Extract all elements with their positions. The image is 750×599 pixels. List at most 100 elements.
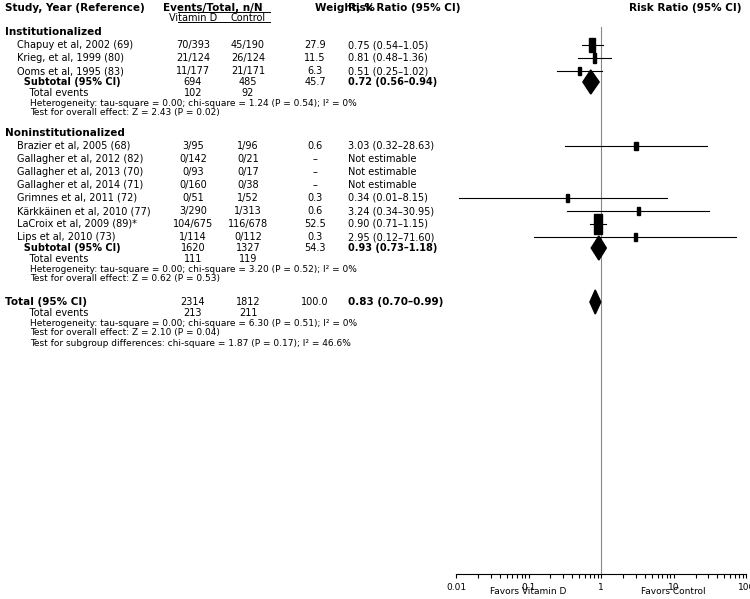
Text: 1/52: 1/52 [237,193,259,203]
Text: Vitamin D: Vitamin D [169,13,217,23]
Text: Events/Total, n/N: Events/Total, n/N [164,3,262,13]
Text: Gallagher et al, 2012 (82): Gallagher et al, 2012 (82) [17,154,143,164]
Bar [566,193,568,202]
Text: LaCroix et al, 2009 (89)*: LaCroix et al, 2009 (89)* [17,219,136,229]
Text: Gallagher et al, 2014 (71): Gallagher et al, 2014 (71) [17,180,143,190]
Text: Total (95% CI): Total (95% CI) [5,297,87,307]
Text: Subtotal (95% CI): Subtotal (95% CI) [17,243,121,253]
Text: Favors Vitamin D: Favors Vitamin D [490,588,567,597]
Text: 21/124: 21/124 [176,53,210,63]
Bar [634,232,637,241]
Text: Not estimable: Not estimable [348,154,416,164]
Text: –: – [313,167,317,177]
Text: 1812: 1812 [236,297,260,307]
Text: 0/17: 0/17 [237,167,259,177]
Text: 45.7: 45.7 [304,77,326,87]
Text: 3/95: 3/95 [182,141,204,151]
Text: Grimnes et al, 2011 (72): Grimnes et al, 2011 (72) [17,193,137,203]
Bar [634,141,638,150]
Text: Kärkkäinen et al, 2010 (77): Kärkkäinen et al, 2010 (77) [17,206,151,216]
Text: 1/313: 1/313 [234,206,262,216]
Text: Lips et al, 2010 (73): Lips et al, 2010 (73) [17,232,116,242]
Text: 11/177: 11/177 [176,66,210,76]
Text: 11.5: 11.5 [304,53,326,63]
Text: Chapuy et al, 2002 (69): Chapuy et al, 2002 (69) [17,40,134,50]
Text: –: – [313,154,317,164]
Text: 3.03 (0.32–28.63): 3.03 (0.32–28.63) [348,141,434,151]
Text: 485: 485 [238,77,257,87]
Text: 0.34 (0.01–8.15): 0.34 (0.01–8.15) [348,193,427,203]
Text: 2314: 2314 [181,297,206,307]
Text: 1/114: 1/114 [179,232,207,242]
Text: 70/393: 70/393 [176,40,210,50]
Text: 0.3: 0.3 [308,232,322,242]
Text: 0/38: 0/38 [237,180,259,190]
Text: Gallagher et al, 2013 (70): Gallagher et al, 2013 (70) [17,167,143,177]
Text: 211: 211 [238,308,257,318]
Text: Control: Control [230,13,266,23]
Text: 0.72 (0.56–0.94): 0.72 (0.56–0.94) [348,77,437,87]
Text: 0.51 (0.25–1.02): 0.51 (0.25–1.02) [348,66,428,76]
Text: 111: 111 [184,254,203,264]
Text: 213: 213 [184,308,203,318]
Text: 0/93: 0/93 [182,167,204,177]
Text: 100.0: 100.0 [302,297,328,307]
Text: Noninstitutionalized: Noninstitutionalized [5,128,124,138]
Text: Risk Ratio (95% CI): Risk Ratio (95% CI) [628,3,741,13]
Polygon shape [591,236,606,260]
Text: 0.81 (0.48–1.36): 0.81 (0.48–1.36) [348,53,427,63]
Text: 104/675: 104/675 [172,219,213,229]
Text: 116/678: 116/678 [228,219,268,229]
Text: 694: 694 [184,77,203,87]
Text: Not estimable: Not estimable [348,180,416,190]
Text: Weight, %: Weight, % [315,3,375,13]
Text: Test for overall effect: Z = 2.10 (P = 0.04): Test for overall effect: Z = 2.10 (P = 0… [30,328,220,337]
Text: 3.24 (0.34–30.95): 3.24 (0.34–30.95) [348,206,434,216]
Text: Favors Control: Favors Control [641,588,706,597]
Text: 27.9: 27.9 [304,40,326,50]
Text: 0/112: 0/112 [234,232,262,242]
Text: 52.5: 52.5 [304,219,326,229]
Text: 0/21: 0/21 [237,154,259,164]
Bar [594,214,602,234]
Text: Test for overall effect: Z = 2.43 (P = 0.02): Test for overall effect: Z = 2.43 (P = 0… [30,108,220,117]
Text: 45/190: 45/190 [231,40,265,50]
Text: 0.75 (0.54–1.05): 0.75 (0.54–1.05) [348,40,428,50]
Text: Brazier et al, 2005 (68): Brazier et al, 2005 (68) [17,141,130,151]
Text: 0.83 (0.70–0.99): 0.83 (0.70–0.99) [348,297,443,307]
Text: Heterogeneity: tau-square = 0.00; chi-square = 3.20 (P = 0.52); I² = 0%: Heterogeneity: tau-square = 0.00; chi-sq… [30,265,357,274]
Text: 3/290: 3/290 [179,206,207,216]
Polygon shape [590,290,601,314]
Text: 6.3: 6.3 [308,66,322,76]
Text: 0.93 (0.73–1.18): 0.93 (0.73–1.18) [348,243,437,253]
Bar [578,66,581,75]
Text: Test for subgroup differences: chi-square = 1.87 (P = 0.17); I² = 46.6%: Test for subgroup differences: chi-squar… [30,338,351,347]
Text: 0.3: 0.3 [308,193,322,203]
Text: –: – [313,180,317,190]
Text: 0/51: 0/51 [182,193,204,203]
Text: 1620: 1620 [181,243,206,253]
Text: Total events: Total events [17,308,88,318]
Text: 2.95 (0.12–71.60): 2.95 (0.12–71.60) [348,232,434,242]
Text: 1327: 1327 [236,243,260,253]
Text: Total events: Total events [17,254,88,264]
Text: 0.6: 0.6 [308,141,322,151]
Text: 1/96: 1/96 [237,141,259,151]
Text: 92: 92 [242,88,254,98]
Text: Subtotal (95% CI): Subtotal (95% CI) [17,77,121,87]
Text: 0.6: 0.6 [308,206,322,216]
Text: 21/171: 21/171 [231,66,265,76]
Bar [590,38,595,52]
Text: Institutionalized: Institutionalized [5,27,102,37]
Text: Test for overall effect: Z = 0.62 (P = 0.53): Test for overall effect: Z = 0.62 (P = 0… [30,274,220,283]
Text: Not estimable: Not estimable [348,167,416,177]
Polygon shape [583,70,599,94]
Text: Heterogeneity: tau-square = 0.00; chi-square = 1.24 (P = 0.54); I² = 0%: Heterogeneity: tau-square = 0.00; chi-sq… [30,98,357,107]
Bar [637,207,640,216]
Text: 0/160: 0/160 [179,180,207,190]
Text: Study, Year (Reference): Study, Year (Reference) [5,3,145,13]
Text: 119: 119 [238,254,257,264]
Text: 54.3: 54.3 [304,243,326,253]
Text: 26/124: 26/124 [231,53,265,63]
Text: Krieg, et al, 1999 (80): Krieg, et al, 1999 (80) [17,53,124,63]
